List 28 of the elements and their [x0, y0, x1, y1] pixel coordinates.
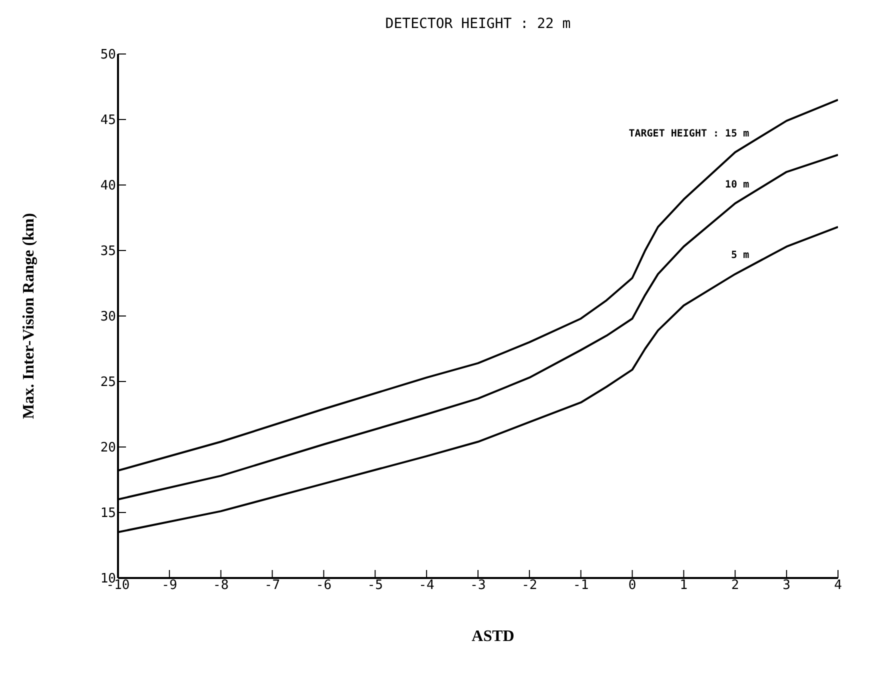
- y-tick-label: 15: [100, 506, 116, 522]
- x-tick-label: -1: [573, 578, 589, 594]
- y-tick-label: 45: [100, 113, 116, 128]
- series-label: 5 m: [731, 250, 750, 262]
- x-tick-label: -4: [418, 578, 435, 594]
- x-tick-label: -3: [470, 578, 486, 594]
- series-label: TARGET HEIGHT : 15 m: [628, 128, 750, 140]
- chart-title: DETECTOR HEIGHT : 22 m: [384, 16, 572, 32]
- x-tick-label: -6: [316, 578, 332, 594]
- y-tick-label: 30: [100, 310, 116, 325]
- x-tick-label: -9: [162, 578, 178, 594]
- x-axis-title: ASTD: [470, 628, 516, 646]
- x-tick-label: 1: [680, 578, 688, 594]
- y-tick-label: 25: [100, 375, 116, 390]
- series-label: 10 m: [725, 179, 750, 190]
- x-tick-label: 2: [731, 578, 740, 594]
- x-tick-label: -5: [367, 578, 383, 594]
- y-tick-label: 35: [100, 244, 116, 260]
- y-axis-title: Max. Inter-Vision Range (km): [20, 213, 38, 419]
- y-tick-label: 50: [100, 48, 116, 63]
- x-tick-label: 0: [628, 578, 636, 594]
- y-tick-label: 40: [100, 178, 116, 194]
- x-tick-label: -8: [213, 578, 229, 594]
- x-tick-label: 3: [782, 578, 790, 594]
- x-tick-label: 4: [834, 578, 842, 594]
- y-tick-label: 20: [100, 440, 116, 456]
- x-tick-label: -7: [264, 578, 280, 594]
- x-tick-label: -2: [522, 578, 538, 594]
